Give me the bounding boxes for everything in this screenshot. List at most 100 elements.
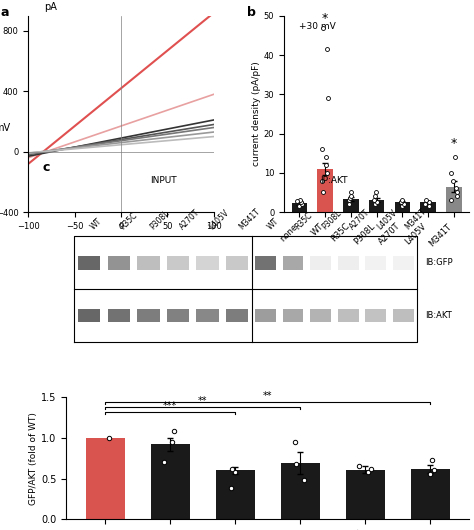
Point: [319, 23, 327, 32]
Point: [399, 196, 406, 205]
Point: [299, 200, 306, 208]
Point: [297, 198, 305, 206]
Point: [296, 196, 304, 205]
Point: [228, 484, 235, 492]
Y-axis label: GFP/AKT (fold of WT): GFP/AKT (fold of WT): [29, 412, 38, 505]
Bar: [292, 204, 307, 212]
Point: [345, 196, 353, 205]
Point: [323, 45, 331, 54]
Point: [367, 464, 375, 473]
Point: [453, 192, 460, 200]
Bar: [137, 256, 160, 270]
Bar: [337, 256, 358, 270]
Bar: [216, 471, 255, 519]
Text: *: *: [451, 137, 457, 151]
Bar: [369, 200, 384, 212]
Point: [397, 198, 404, 206]
Text: IB:GFP: IB:GFP: [425, 258, 453, 267]
Point: [319, 176, 326, 185]
Bar: [86, 438, 125, 519]
Text: R35C: R35C: [293, 211, 314, 232]
Point: [346, 194, 354, 202]
Text: pA: pA: [44, 2, 57, 12]
Text: ***: ***: [163, 401, 177, 411]
Point: [324, 94, 332, 102]
Bar: [281, 463, 320, 519]
Point: [421, 200, 429, 208]
Point: [322, 161, 329, 169]
Point: [428, 456, 436, 464]
Point: [372, 200, 379, 208]
Point: [425, 202, 432, 210]
Point: [355, 462, 363, 471]
Point: [346, 188, 354, 197]
Bar: [166, 309, 189, 322]
Point: [374, 198, 381, 206]
Bar: [151, 444, 190, 519]
Point: [319, 188, 327, 197]
Text: IB:AKT: IB:AKT: [425, 311, 452, 320]
Point: [425, 198, 433, 206]
Bar: [255, 309, 276, 322]
Text: L405V: L405V: [207, 208, 231, 232]
Point: [422, 196, 430, 205]
Text: R35C: R35C: [118, 211, 139, 232]
Text: M341T: M341T: [237, 207, 262, 232]
Bar: [346, 470, 385, 519]
Bar: [420, 202, 436, 212]
Bar: [166, 256, 189, 270]
Bar: [337, 309, 358, 322]
Bar: [226, 309, 248, 322]
Point: [160, 458, 168, 466]
Text: INPUT: INPUT: [150, 176, 176, 185]
Point: [170, 427, 177, 436]
Point: [427, 470, 434, 478]
Bar: [446, 187, 462, 212]
Point: [168, 438, 176, 446]
Bar: [255, 256, 276, 270]
Point: [371, 196, 378, 205]
Point: [295, 202, 302, 210]
Bar: [196, 309, 219, 322]
Bar: [108, 309, 130, 322]
Bar: [78, 309, 100, 322]
Bar: [411, 469, 450, 519]
Point: [452, 184, 459, 193]
Point: [300, 476, 308, 484]
Point: [372, 192, 379, 200]
Point: [453, 188, 461, 197]
Point: [401, 200, 408, 208]
Point: [451, 153, 459, 161]
Point: [319, 145, 326, 154]
Bar: [392, 256, 414, 270]
Text: **: **: [263, 391, 273, 401]
Text: A270T: A270T: [348, 208, 372, 232]
Bar: [343, 199, 359, 212]
Text: WT: WT: [265, 217, 281, 232]
Point: [105, 434, 113, 442]
Point: [345, 200, 353, 208]
Text: b: b: [247, 6, 256, 19]
Point: [347, 192, 355, 200]
Text: c: c: [42, 161, 50, 173]
Text: +30 mV: +30 mV: [299, 22, 336, 31]
Text: P308L: P308L: [148, 209, 171, 232]
Point: [292, 460, 300, 468]
Text: a: a: [0, 6, 9, 19]
Point: [323, 153, 330, 161]
Bar: [310, 309, 331, 322]
Bar: [395, 202, 410, 212]
Text: **: **: [198, 396, 208, 406]
Point: [231, 468, 239, 476]
Point: [430, 466, 438, 475]
Text: mV: mV: [0, 122, 10, 132]
Point: [447, 196, 455, 205]
Bar: [283, 309, 303, 322]
Point: [449, 176, 456, 185]
Point: [364, 468, 372, 476]
Text: P308L: P308L: [320, 209, 344, 232]
Bar: [137, 309, 160, 322]
Text: *: *: [322, 12, 328, 25]
Point: [324, 169, 331, 177]
Bar: [365, 309, 386, 322]
